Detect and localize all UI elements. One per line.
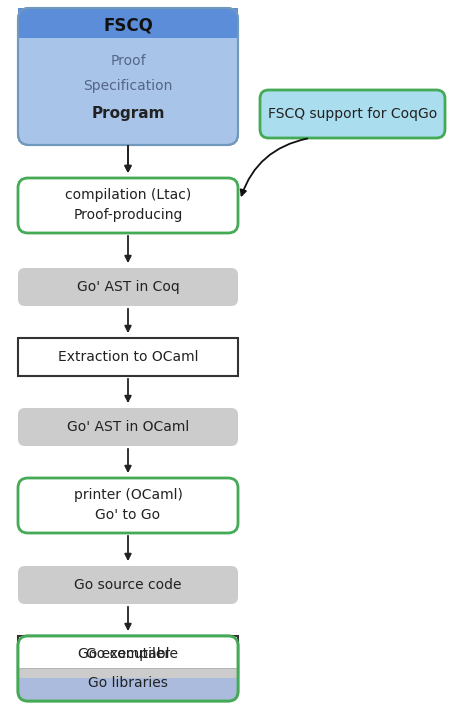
Bar	[18, 668, 237, 678]
FancyBboxPatch shape	[18, 8, 237, 145]
Text: printer (OCaml): printer (OCaml)	[73, 488, 182, 501]
Text: Specification: Specification	[83, 79, 172, 94]
FancyBboxPatch shape	[18, 408, 237, 446]
FancyBboxPatch shape	[18, 338, 237, 376]
Text: Go' AST in Coq: Go' AST in Coq	[77, 280, 179, 294]
Text: Program: Program	[91, 106, 164, 121]
FancyBboxPatch shape	[18, 178, 237, 233]
Text: Go executable: Go executable	[78, 647, 178, 661]
FancyBboxPatch shape	[259, 90, 444, 138]
Text: Go' AST in OCaml: Go' AST in OCaml	[67, 420, 189, 434]
FancyBboxPatch shape	[18, 566, 237, 604]
FancyBboxPatch shape	[18, 8, 237, 40]
Text: Proof: Proof	[110, 54, 146, 68]
Text: Go' to Go: Go' to Go	[95, 508, 160, 523]
Bar	[18, 38, 237, 51]
FancyBboxPatch shape	[18, 636, 237, 701]
Text: Go compiler: Go compiler	[86, 647, 170, 661]
Text: Go source code: Go source code	[74, 578, 181, 592]
Text: compilation (Ltac): compilation (Ltac)	[65, 187, 190, 201]
FancyBboxPatch shape	[18, 668, 237, 701]
Bar	[18, 8, 237, 51]
FancyBboxPatch shape	[18, 478, 237, 533]
FancyBboxPatch shape	[18, 268, 237, 306]
Text: Extraction to OCaml: Extraction to OCaml	[58, 350, 198, 364]
FancyBboxPatch shape	[18, 636, 237, 672]
Text: FSCQ support for CoqGo: FSCQ support for CoqGo	[267, 107, 436, 121]
Text: Proof-producing: Proof-producing	[73, 208, 182, 223]
Text: FSCQ: FSCQ	[103, 16, 152, 35]
Text: Go libraries: Go libraries	[88, 676, 168, 691]
